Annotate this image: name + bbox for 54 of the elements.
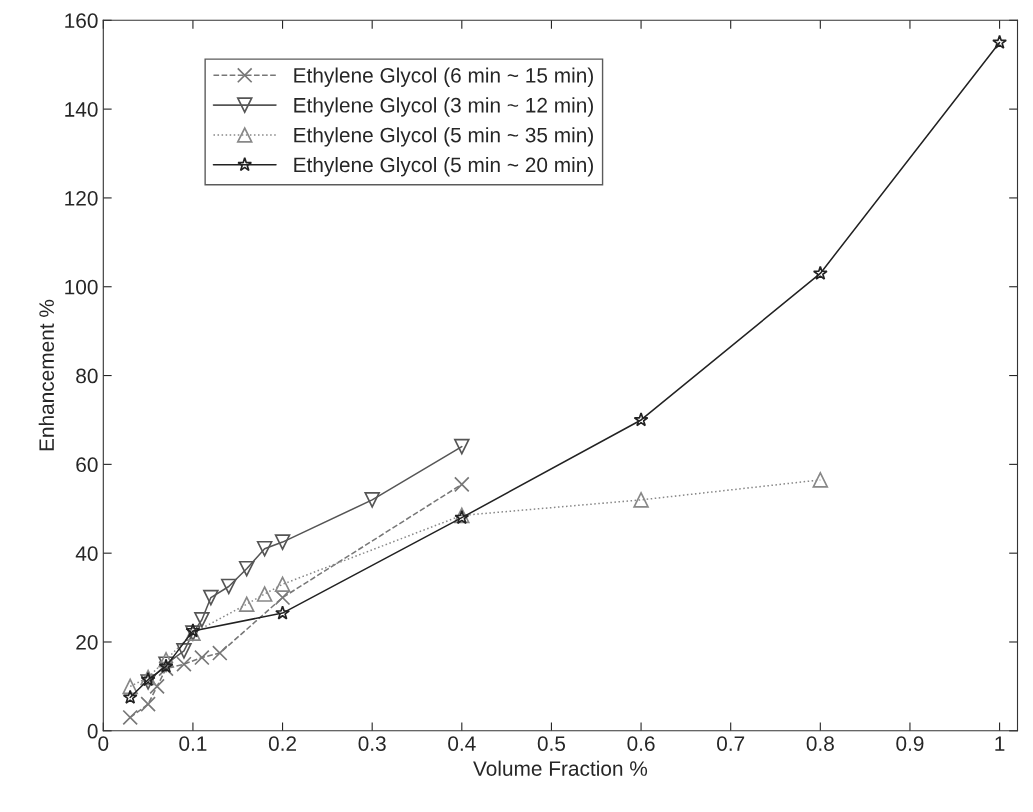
point [992, 34, 1008, 49]
point [812, 265, 828, 280]
point [194, 649, 210, 666]
y-tick-label: 20 [76, 634, 98, 650]
point [238, 596, 255, 613]
x-tick-label: 0 [98, 736, 109, 751]
x-tick-label: 0.6 [627, 736, 655, 751]
x-tick-label: 0.8 [806, 736, 834, 751]
point [238, 560, 255, 577]
point [275, 605, 290, 620]
x-tick-label: 0.2 [268, 736, 296, 751]
point [256, 540, 273, 557]
legend-label: Ethylene Glycol (6 min ~ 15 min) [294, 67, 593, 87]
point [122, 709, 138, 726]
point [364, 492, 380, 508]
point [256, 586, 273, 602]
point [633, 412, 649, 427]
point [176, 656, 192, 672]
y-axis-title: Enhancement % [38, 299, 55, 451]
point [194, 612, 210, 628]
point [274, 576, 291, 593]
point [203, 589, 219, 606]
point [454, 476, 470, 493]
y-tick-label: 60 [76, 457, 98, 473]
x-tick-label: 0.3 [358, 736, 386, 751]
y-tick-label: 160 [65, 13, 98, 29]
point [274, 534, 291, 550]
x-tick-label: 0.4 [448, 736, 476, 751]
y-tick-label: 0 [87, 723, 98, 739]
legend-label: Ethylene Glycol (5 min ~ 35 min) [294, 127, 593, 147]
point [122, 689, 138, 704]
point [212, 645, 228, 661]
point [140, 696, 156, 712]
point [812, 472, 829, 488]
x-tick-label: 0.1 [179, 736, 207, 751]
point [122, 678, 138, 695]
y-tick-label: 100 [65, 279, 98, 295]
point [158, 651, 174, 668]
point [220, 578, 237, 595]
y-tick-label: 80 [76, 368, 98, 384]
y-tick-label: 140 [65, 102, 98, 117]
point [633, 492, 649, 508]
point [454, 438, 470, 455]
point [149, 678, 165, 695]
legend-label: Ethylene Glycol (3 min ~ 12 min) [294, 97, 593, 117]
point [176, 643, 192, 659]
y-tick-label: 40 [75, 546, 98, 561]
x-tick-label: 1 [995, 736, 1005, 751]
y-tick-label: 120 [65, 190, 98, 206]
x-tick-label: 0.5 [537, 736, 566, 751]
legend-label: Ethylene Glycol (5 min ~ 20 min) [294, 156, 593, 177]
x-axis-title: Volume Fraction % [473, 760, 648, 776]
x-tick-label: 0.9 [896, 736, 924, 751]
x-tick-label: 0.7 [717, 736, 745, 751]
